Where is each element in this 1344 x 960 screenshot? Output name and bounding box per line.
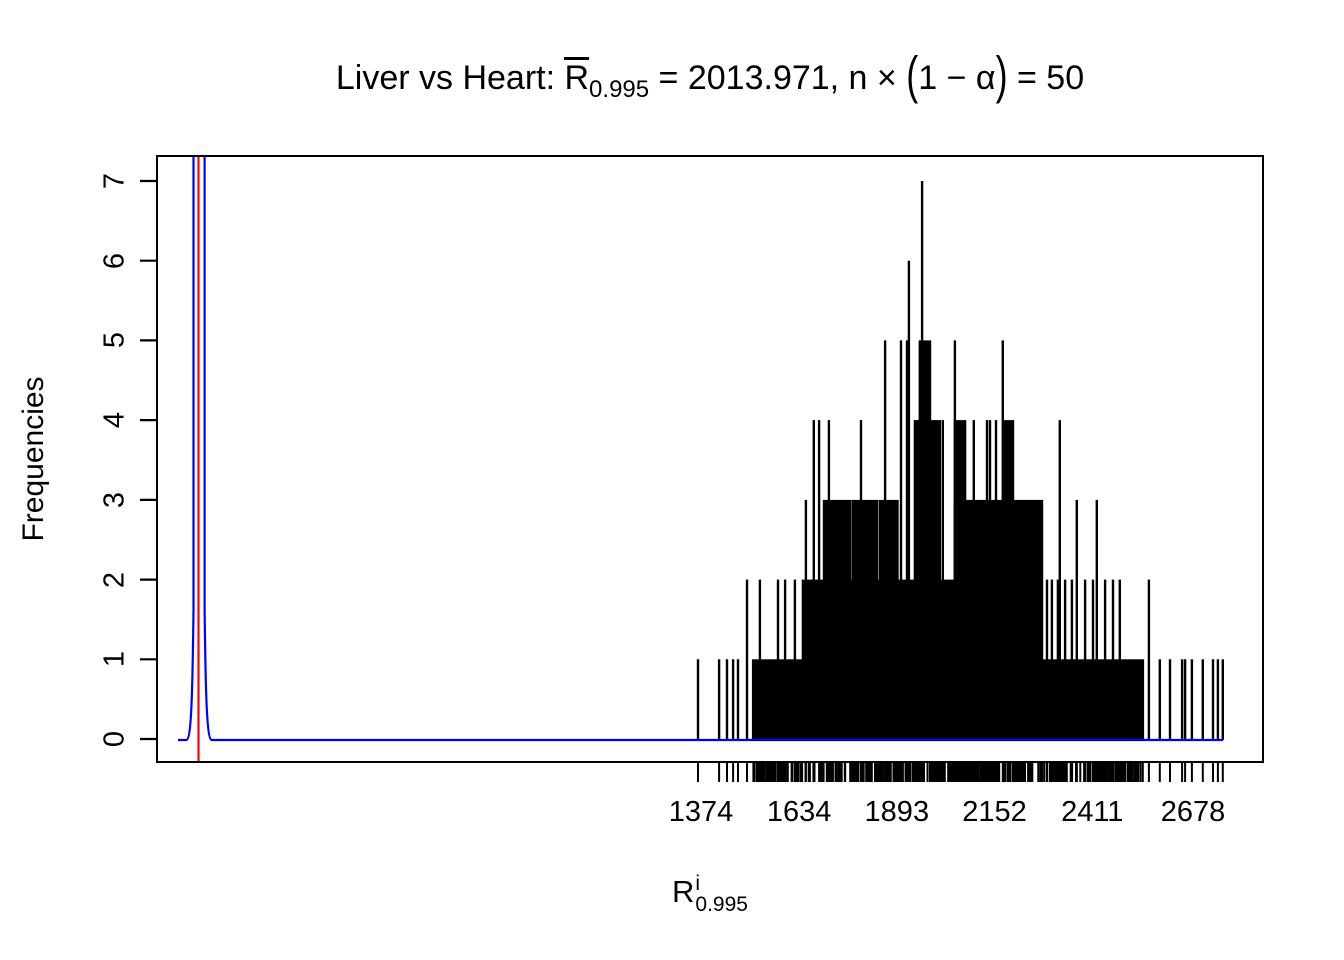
frequency-band [878,499,899,740]
frequency-spike [1180,659,1184,740]
frequency-spike [1201,659,1204,740]
x-axis-title-sup: i [695,872,701,895]
frequency-spike [988,420,992,740]
density-curve [178,156,1223,742]
frequency-spike [1070,579,1074,740]
x-axis-title: R i 0.995 [672,871,748,915]
x-axis-title-base: R [672,874,695,909]
title-mid: = 2013.971, n [649,59,877,97]
frequency-spike [1103,579,1107,740]
x-tick-label: 2678 [1160,796,1226,828]
y-tick-label: 2 [98,571,131,588]
y-tick-label: 6 [98,252,131,269]
frequency-spike [972,420,975,740]
y-tick-label: 3 [98,491,131,508]
frequency-spike [817,420,821,740]
title-prefix: Liver vs Heart: [335,59,565,97]
y-tick-label: 4 [98,412,131,429]
frequency-spike [859,420,863,740]
frequency-spike [827,420,831,740]
plot-box [156,155,1264,763]
frequency-spike [1111,579,1115,740]
frequency-spike [1095,499,1098,740]
frequency-spike [793,579,797,740]
frequency-spike [1045,579,1049,740]
frequency-spike [1050,579,1054,740]
x-tick-label: 2411 [1061,796,1124,828]
frequency-spike [1211,659,1215,740]
frequency-spike [1147,579,1151,740]
frequency-band [851,499,879,740]
frequency-spike [941,420,944,740]
frequency-spike [776,579,780,740]
frequency-spike [953,340,957,740]
frequency-spike [994,420,998,740]
frequency-spike [783,579,787,740]
frequency-spike [1075,499,1078,740]
frequency-spike [1190,659,1194,740]
frequency-spike [696,659,700,740]
frequency-spike [1091,579,1095,740]
frequency-spike [883,340,887,740]
x-tick-label: 1374 [668,796,734,828]
frequency-spike [717,659,721,740]
frequency-band [918,340,932,740]
x-axis-title-sub: 0.995 [695,893,748,916]
frequency-spike [1056,579,1060,740]
frequency-spike [1118,579,1121,740]
y-axis-title: Frequencies [17,376,50,542]
chart-title: Liver vs Heart: R 0.995 = 2013.971, n × (… [0,45,1344,104]
frequency-band [1003,420,1015,740]
frequency-spike [745,579,749,740]
frequency-spike [812,420,815,740]
x-tick-label: 1634 [766,796,832,828]
frequency-band [953,420,967,740]
frequency-spike [1216,659,1220,740]
x-tick-label: 1893 [864,796,930,828]
frequency-spike [899,340,903,740]
title-rbar-sub: 0.995 [589,76,650,103]
frequency-spike [985,420,989,740]
frequency-spike [920,181,924,740]
frequency-band [822,499,852,740]
frequency-spike [1183,659,1187,740]
title-paren-open: ( [906,44,919,105]
frequency-spike [731,659,735,740]
frequency-spike [1001,340,1004,740]
y-tick-label: 7 [98,172,131,190]
frequency-spike [1083,579,1087,740]
frequency-spike [736,659,740,740]
frequency-spike [1158,659,1161,740]
frequency-spike [1221,659,1224,740]
title-rbar: R [564,57,590,97]
frequency-band [1016,499,1044,740]
x-axis-title-supsub: i 0.995 [695,873,748,915]
y-tick-label: 5 [98,332,131,349]
frequency-spike [907,260,911,740]
frequency-spike [1168,659,1172,740]
title-paren-close: ) [995,44,1008,105]
x-tick-label: 2152 [962,796,1027,828]
y-tick-label: 1 [98,651,131,668]
y-tick-label: 0 [98,730,131,748]
frequency-spike [1058,420,1061,740]
frequency-spike [758,579,762,740]
title-times: × [876,59,907,97]
frequency-spike [1063,579,1067,740]
frequency-spike [725,659,729,740]
frequency-spike [804,499,808,740]
title-paren-body: 1 − α [918,59,996,97]
title-tail: = 50 [1007,59,1085,97]
frequency-spike [905,340,909,740]
